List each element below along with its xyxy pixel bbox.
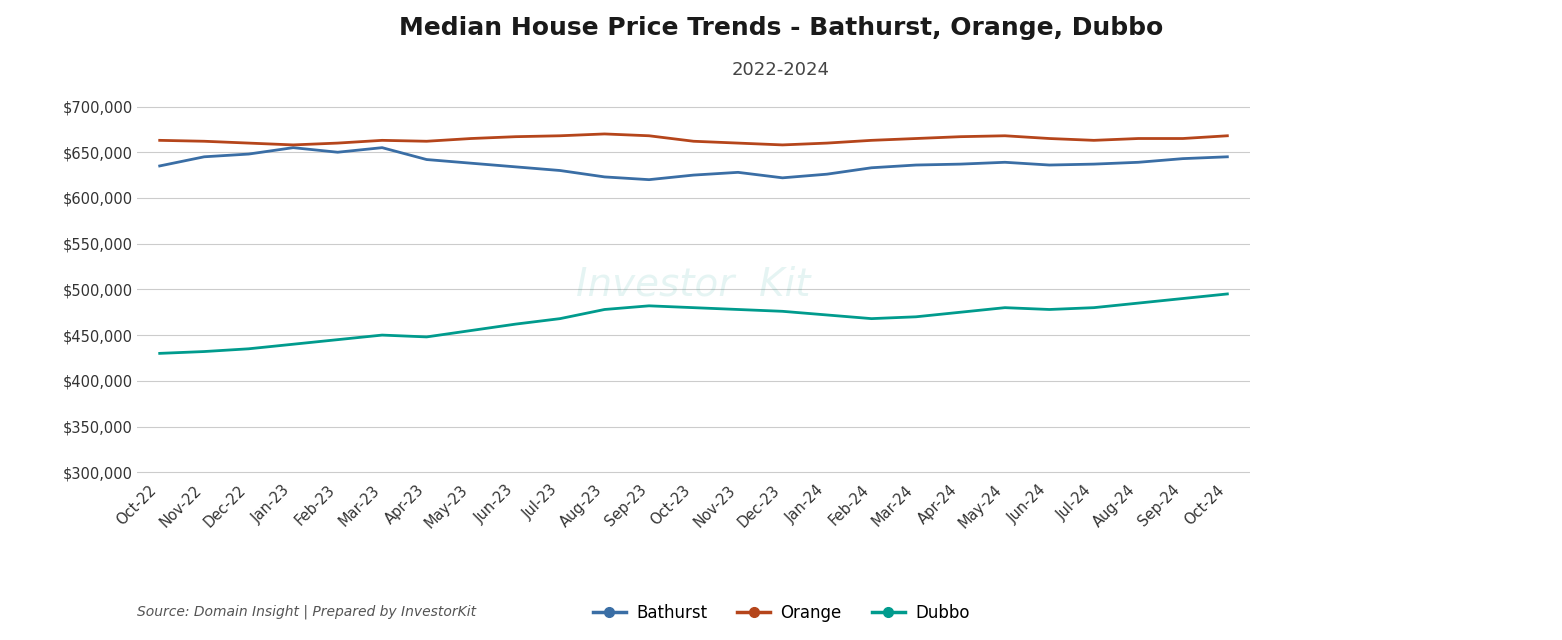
Text: Investor  Kit: Investor Kit: [576, 266, 811, 304]
Text: 2022-2024: 2022-2024: [733, 61, 829, 79]
Legend: Bathurst, Orange, Dubbo: Bathurst, Orange, Dubbo: [586, 597, 976, 628]
Text: Median House Price Trends - Bathurst, Orange, Dubbo: Median House Price Trends - Bathurst, Or…: [398, 16, 1164, 40]
Text: Source: Domain Insight | Prepared by InvestorKit: Source: Domain Insight | Prepared by Inv…: [137, 605, 476, 620]
